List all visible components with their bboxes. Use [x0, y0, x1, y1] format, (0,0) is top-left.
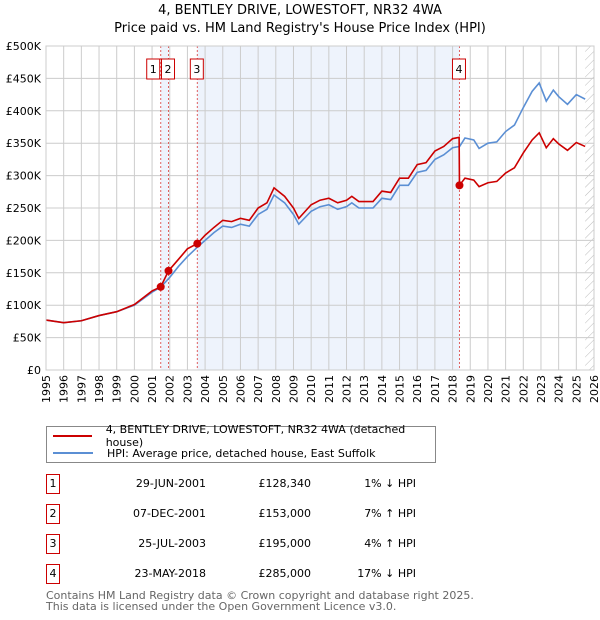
footer-licence: This data is licensed under the Open Gov… [46, 600, 397, 613]
x-tick-label: 2014 [376, 375, 389, 403]
x-tick-label: 2026 [588, 375, 600, 403]
x-tick-label: 2003 [181, 375, 194, 403]
sale-label-box [189, 58, 204, 80]
sale-price: £153,000 [258, 507, 312, 520]
property-line [45, 131, 586, 324]
y-tick-label: £50K [13, 332, 42, 345]
x-tick-label: 2010 [305, 375, 318, 403]
plot-area: 1 2 3 4 £0 £50K £100K £150K £200K £250K £300K £350K… [6, 40, 600, 403]
y-tick-label: £350K [6, 137, 42, 150]
sale-number-badge: 4 [46, 564, 60, 584]
legend-item-hpi: HPI: Average price, detached house, East… [53, 445, 376, 461]
x-tick-label: 2017 [429, 375, 442, 403]
sale-date: 23-MAY-2018 [134, 567, 206, 580]
sale-hpi-diff: 17% ↓ HPI [357, 567, 416, 580]
sale-date: 29-JUN-2001 [135, 477, 206, 490]
legend-label-property: 4, BENTLEY DRIVE, LOWESTOFT, NR32 4WA (d… [105, 423, 406, 449]
x-tick-label: 2011 [323, 375, 336, 403]
sale-point [193, 239, 202, 248]
sale-label: 4 [455, 63, 462, 76]
chart-title: 4, BENTLEY DRIVE, LOWESTOFT, NR32 4WA [158, 3, 442, 18]
x-tick-label: 2005 [217, 375, 230, 403]
x-tick-label: 2020 [482, 375, 495, 403]
sale-point [164, 266, 173, 275]
x-tick-label: 2015 [394, 375, 407, 403]
x-tick-label: 2009 [287, 375, 300, 403]
x-tick-label: 1998 [93, 375, 106, 403]
x-tick-label: 1996 [58, 375, 71, 403]
sale-number-badge: 2 [46, 504, 60, 524]
x-tick-label: 2013 [358, 375, 371, 403]
sale-label-box [451, 58, 466, 80]
footer-copyright: Contains HM Land Registry data © Crown c… [46, 589, 474, 602]
y-tick-label: £0 [27, 364, 41, 377]
y-tick-label: £400K [6, 105, 42, 118]
sale-label: 2 [165, 63, 172, 76]
x-tick-label: 2019 [464, 375, 477, 403]
x-tick-label: 1997 [75, 375, 88, 403]
sale-label-box [161, 58, 176, 80]
plot-border [45, 45, 595, 371]
y-tick-label: £250K [6, 202, 42, 215]
sale-price: £195,000 [258, 537, 312, 550]
sale-label-box [146, 58, 161, 80]
sale-row: 1 29-JUN-2001 £128,340 1% ↓ HPI [46, 474, 446, 494]
x-tick-label: 2016 [411, 375, 424, 403]
legend-item-property: 4, BENTLEY DRIVE, LOWESTOFT, NR32 4WA (d… [53, 423, 435, 449]
sale-hpi-diff: 1% ↓ HPI [364, 477, 416, 490]
sale-hpi-diff: 7% ↑ HPI [364, 507, 416, 520]
sale-number-badge: 3 [46, 534, 60, 554]
x-tick-label: 2007 [252, 375, 265, 403]
sale-price: £285,000 [258, 567, 312, 580]
x-tick-label: 2001 [146, 375, 159, 403]
hpi-line [45, 81, 586, 324]
x-tick-label: 2004 [199, 375, 212, 403]
x-tick-label: 1999 [111, 375, 124, 403]
sale-point [156, 282, 165, 291]
sale-hpi-diff: 4% ↑ HPI [364, 537, 416, 550]
y-tick-label: £200K [6, 234, 42, 247]
sale-date: 07-DEC-2001 [132, 507, 206, 520]
sale-label: 1 [150, 63, 157, 76]
legend-swatch-hpi [53, 452, 93, 454]
x-tick-label: 2012 [341, 375, 354, 403]
sale-point [455, 181, 464, 190]
y-tick-label: £150K [6, 267, 42, 280]
sale-row: 4 23-MAY-2018 £285,000 17% ↓ HPI [46, 564, 446, 584]
x-tick-label: 2022 [517, 375, 530, 403]
sale-row: 3 25-JUL-2003 £195,000 4% ↑ HPI [46, 534, 446, 554]
sale-date: 25-JUL-2003 [138, 537, 206, 550]
x-tick-label: 1995 [40, 375, 53, 403]
x-tick-label: 2023 [535, 375, 548, 403]
legend-swatch-property [53, 435, 92, 437]
x-tick-label: 2018 [447, 375, 460, 403]
y-tick-label: £500K [6, 40, 42, 53]
x-tick-label: 2021 [500, 375, 513, 403]
y-tick-label: £300K [6, 170, 42, 183]
y-tick-label: £100K [6, 299, 42, 312]
x-tick-label: 2025 [570, 375, 583, 403]
sale-row: 2 07-DEC-2001 £153,000 7% ↑ HPI [46, 504, 446, 524]
y-tick-label: £450K [6, 72, 42, 85]
sale-number-badge: 1 [46, 474, 60, 494]
x-tick-label: 2024 [553, 375, 566, 403]
x-tick-label: 2000 [128, 375, 141, 403]
sale-label: 3 [193, 63, 200, 76]
x-tick-label: 2008 [270, 375, 283, 403]
legend: 4, BENTLEY DRIVE, LOWESTOFT, NR32 4WA (d… [46, 423, 436, 463]
x-tick-label: 2006 [234, 375, 247, 403]
sale-price: £128,340 [258, 477, 312, 490]
chart-subtitle: Price paid vs. HM Land Registry's House … [114, 21, 486, 36]
legend-label-hpi: HPI: Average price, detached house, East… [107, 446, 376, 460]
x-tick-label: 2002 [164, 375, 177, 403]
